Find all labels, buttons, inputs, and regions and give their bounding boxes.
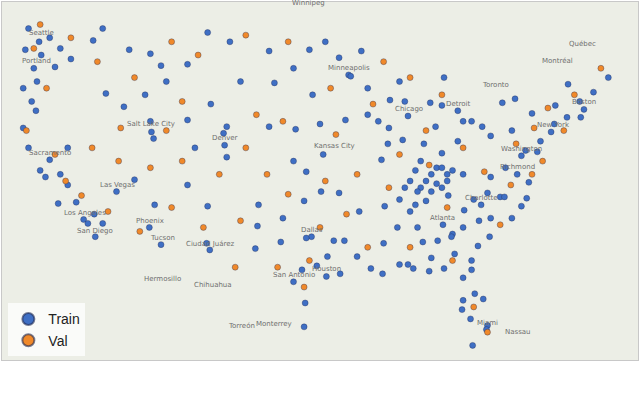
svg-text:Miami: Miami (477, 319, 498, 327)
svg-text:San Diego: San Diego (77, 227, 113, 235)
svg-text:Winnipeg: Winnipeg (292, 0, 325, 7)
svg-text:Atlanta: Atlanta (430, 214, 455, 222)
svg-text:San Antonio: San Antonio (273, 271, 315, 279)
svg-text:Charlotte: Charlotte (465, 194, 498, 202)
svg-text:Kansas City: Kansas City (314, 142, 355, 150)
svg-text:New York: New York (537, 121, 570, 129)
svg-text:Portland: Portland (22, 57, 51, 65)
svg-text:Montréal: Montréal (542, 57, 573, 65)
svg-text:Ciudad Juárez: Ciudad Juárez (186, 240, 234, 248)
svg-text:Hermosillo: Hermosillo (144, 275, 181, 283)
svg-text:Monterrey: Monterrey (256, 320, 292, 328)
svg-text:Denver: Denver (212, 134, 238, 142)
svg-text:Las Vegas: Las Vegas (100, 181, 135, 189)
svg-text:Richmond: Richmond (500, 163, 535, 171)
svg-text:Los Angeles: Los Angeles (64, 209, 106, 217)
svg-text:Val: Val (48, 333, 67, 349)
svg-text:Chicago: Chicago (395, 105, 423, 113)
svg-text:Toronto: Toronto (482, 81, 509, 89)
svg-text:Nassau: Nassau (505, 328, 531, 336)
svg-text:Houston: Houston (312, 265, 341, 273)
svg-text:Sacramento: Sacramento (29, 149, 71, 157)
svg-text:Detroit: Detroit (446, 100, 470, 108)
svg-text:Train: Train (48, 311, 79, 327)
svg-text:Salt Lake City: Salt Lake City (127, 120, 175, 128)
svg-text:Seattle: Seattle (29, 29, 54, 37)
svg-text:Phoenix: Phoenix (136, 217, 164, 225)
svg-text:Boston: Boston (572, 98, 596, 106)
svg-text:Minneapolis: Minneapolis (328, 64, 370, 72)
svg-text:Washington: Washington (501, 145, 542, 153)
svg-text:Dallas: Dallas (301, 226, 323, 234)
svg-text:Québec: Québec (569, 40, 596, 48)
svg-text:Tucson: Tucson (150, 234, 175, 242)
svg-text:Torreón: Torreón (228, 322, 255, 330)
svg-text:Chihuahua: Chihuahua (194, 281, 232, 289)
